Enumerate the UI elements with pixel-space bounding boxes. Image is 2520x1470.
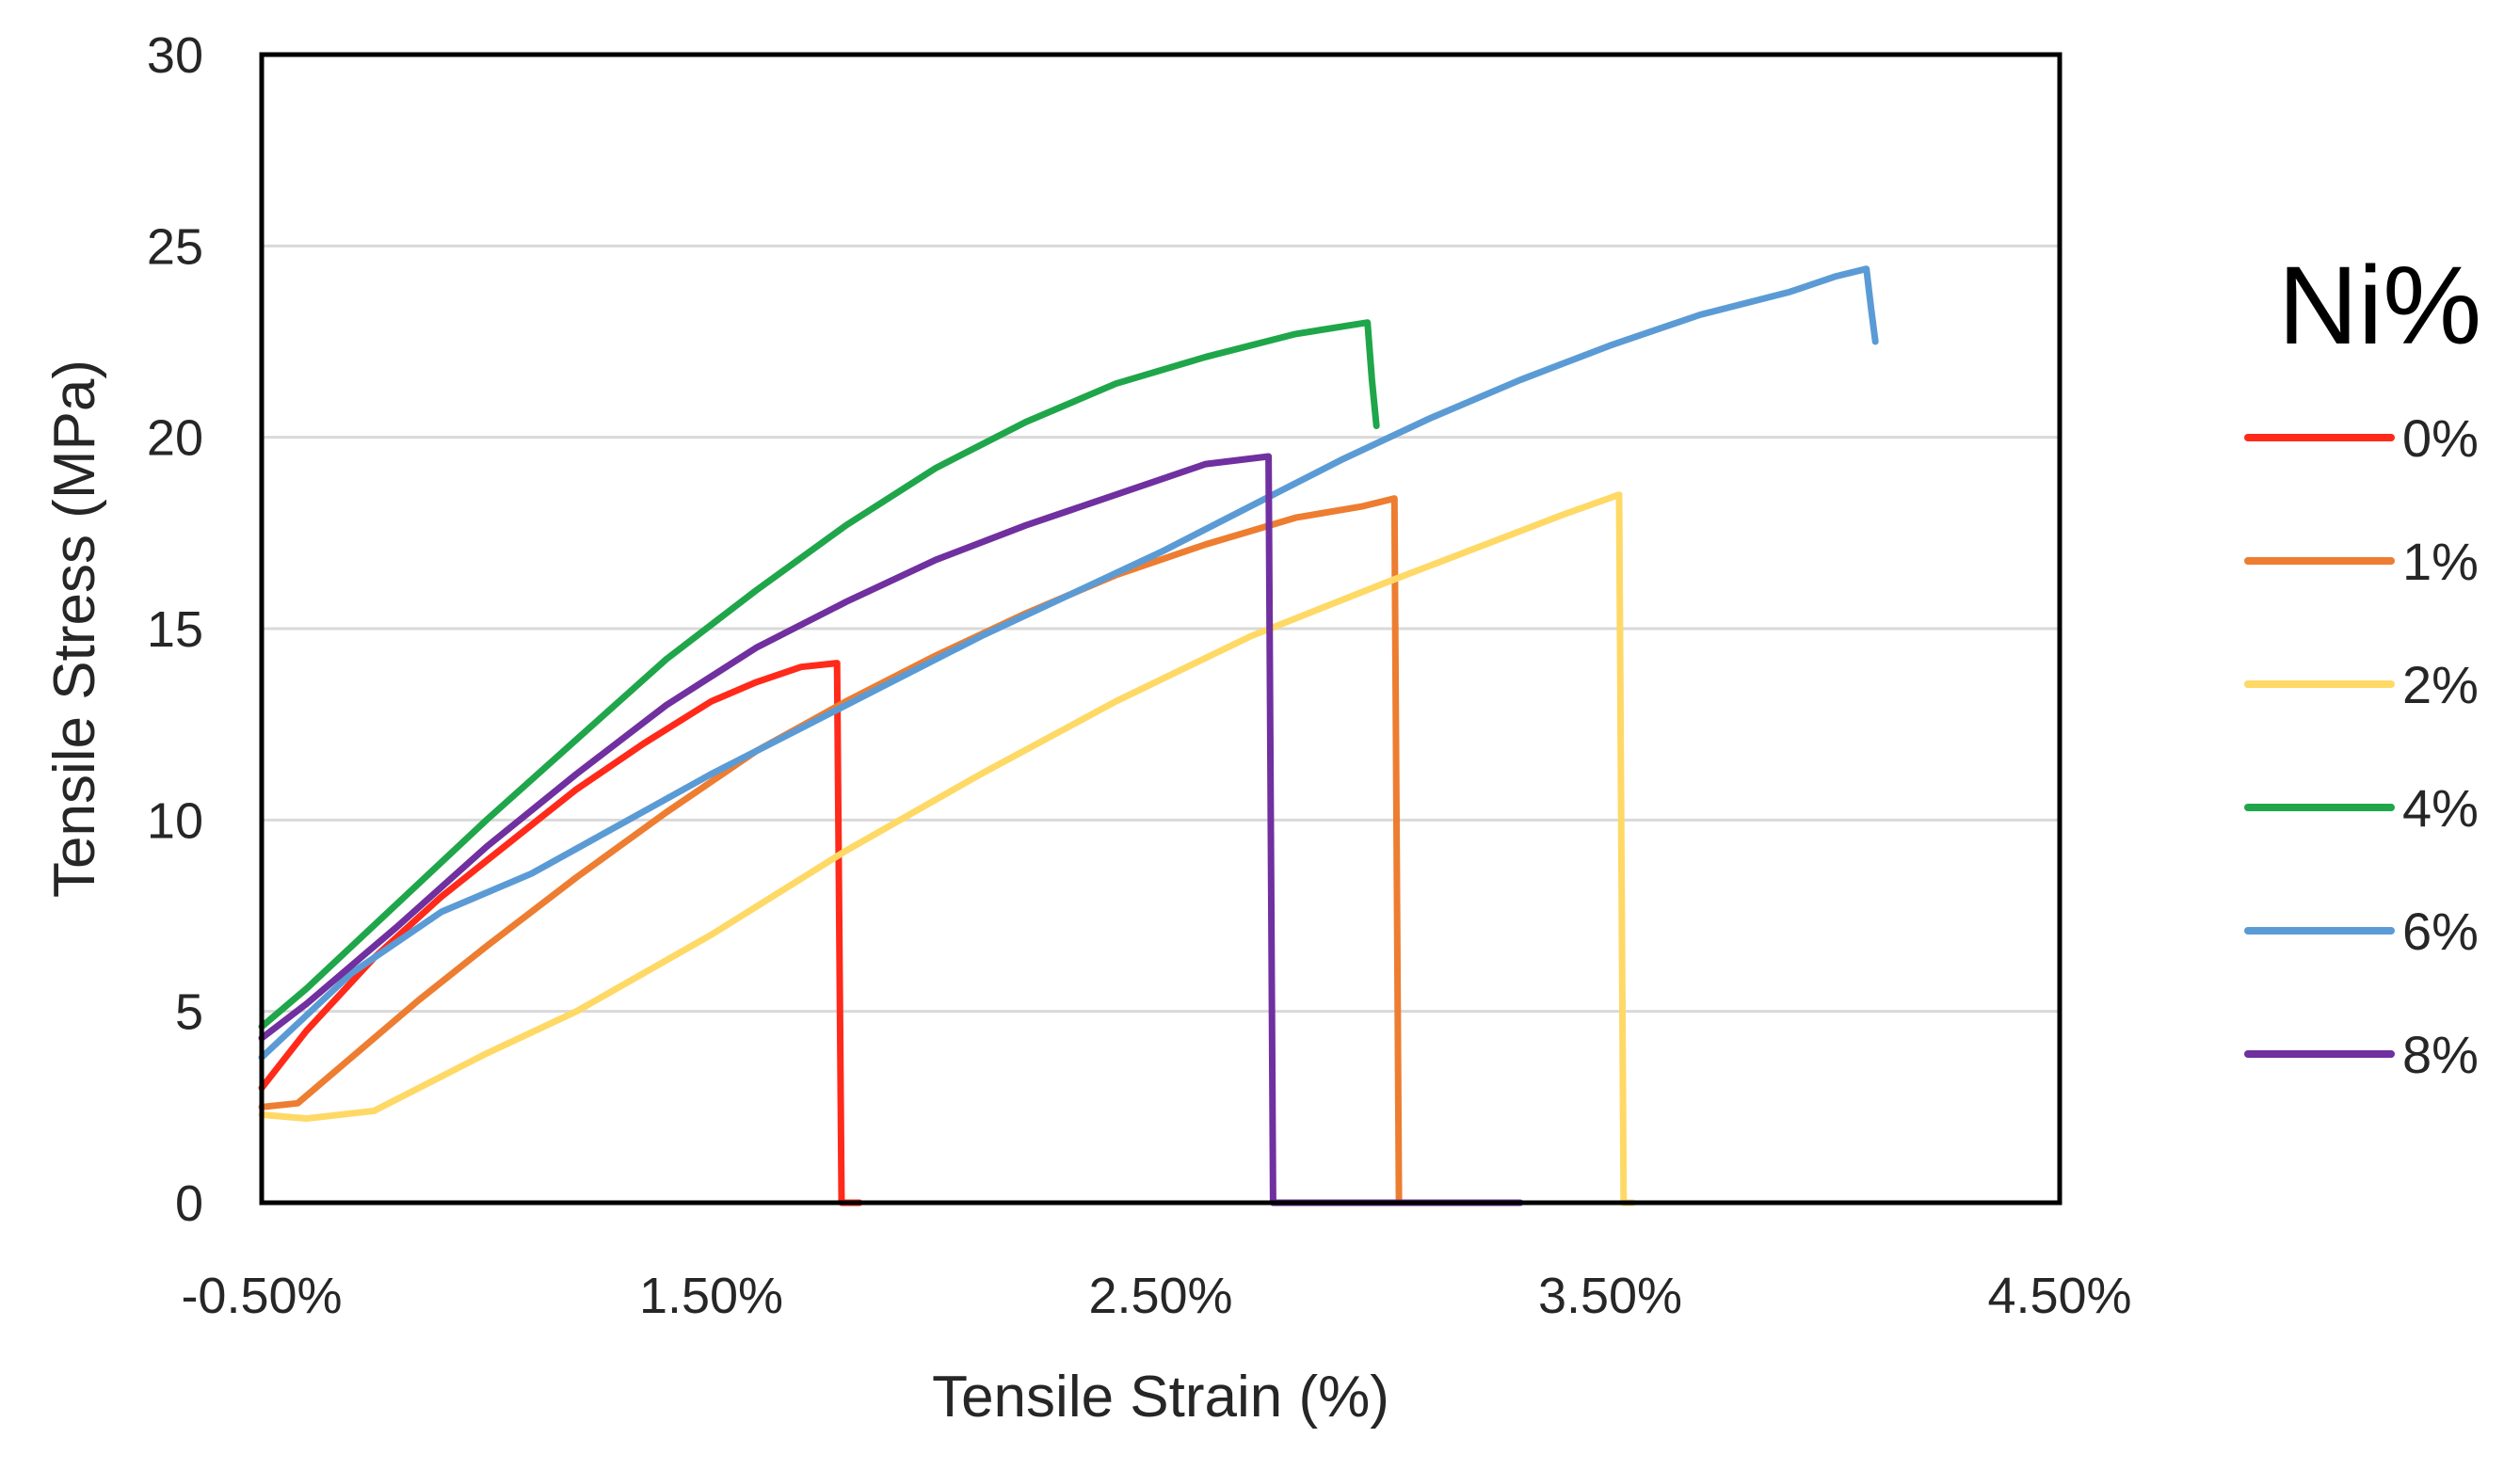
legend-label-8pct: 8% — [2402, 1025, 2479, 1084]
y-tick-label-3: 15 — [147, 601, 203, 658]
legend-title: Ni% — [2278, 244, 2481, 368]
legend-label-2pct: 2% — [2402, 655, 2479, 714]
plot-frame — [259, 52, 2063, 1206]
legend-label-4pct: 4% — [2402, 778, 2479, 838]
x-axis-title: Tensile Strain (%) — [932, 1365, 1389, 1430]
x-tick-label-1: 1.50% — [639, 1268, 783, 1324]
x-tick-label-0: -0.50% — [181, 1268, 342, 1324]
legend-label-1pct: 1% — [2402, 532, 2479, 591]
y-tick-label-1: 5 — [175, 984, 203, 1041]
y-tick-label-0: 0 — [175, 1175, 203, 1232]
y-tick-label-4: 20 — [147, 410, 203, 467]
y-tick-label-5: 25 — [147, 218, 203, 275]
x-tick-label-4: 4.50% — [1987, 1268, 2131, 1324]
y-tick-label-6: 30 — [147, 27, 203, 84]
series-line-2pct — [258, 491, 1636, 1206]
series-line-1pct — [258, 495, 1412, 1206]
x-tick-label-3: 3.50% — [1538, 1268, 1682, 1324]
series-line-6pct — [258, 265, 1879, 1061]
legend: 0% 1% 2% 4% 6% 8% — [2244, 408, 2479, 1084]
legend-label-0pct: 0% — [2402, 408, 2479, 468]
y-axis-title: Tensile Stress (MPa) — [42, 360, 107, 898]
x-tick-label-2: 2.50% — [1088, 1268, 1232, 1324]
series-line-4pct — [258, 319, 1380, 1031]
legend-label-6pct: 6% — [2402, 902, 2479, 961]
y-tick-label-2: 10 — [147, 792, 203, 849]
